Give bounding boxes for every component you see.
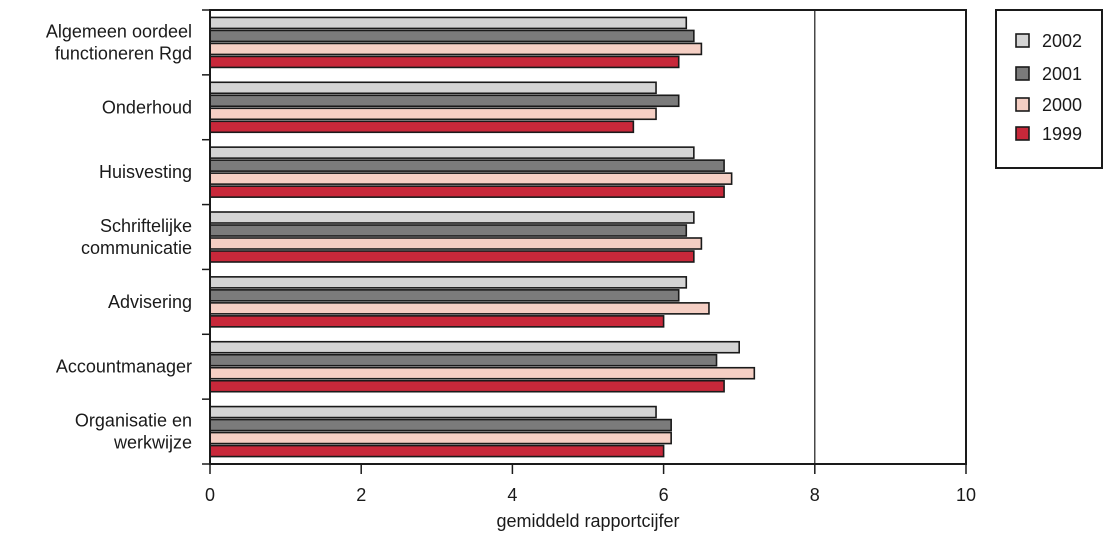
bar-1999-6 [209, 444, 665, 458]
x-tick-label-10: 10 [956, 485, 976, 505]
category-label-line: werkwijze [113, 433, 192, 453]
bar-1999-5 [209, 379, 725, 393]
category-label-line: Organisatie en [75, 411, 192, 431]
legend-swatch-1999 [1015, 126, 1030, 141]
category-label-3: Schriftelijke communicatie [81, 216, 192, 258]
bar-1999-3 [209, 250, 695, 263]
category-label-line: communicatie [81, 238, 192, 258]
bar-2001-6 [209, 418, 672, 432]
category-label-line: Algemeen oordeel [46, 21, 192, 41]
x-tick-label-0: 0 [205, 485, 215, 505]
x-tick-label-8: 8 [810, 485, 820, 505]
x-tick-label-4: 4 [507, 485, 517, 505]
category-label-4: Advisering [108, 292, 192, 312]
bar-2002-4 [209, 276, 688, 289]
bar-2000-4 [209, 302, 710, 315]
category-labels: Algemeen oordeel functioneren Rgd Onderhou… [46, 21, 192, 452]
legend-label-2002: 2002 [1042, 31, 1082, 51]
bar-2000-1 [209, 107, 657, 121]
bar-1999-1 [209, 120, 635, 134]
category-label-1: Onderhoud [102, 97, 192, 117]
bar-2000-3 [209, 237, 703, 250]
x-tick-label-6: 6 [659, 485, 669, 505]
bar-2000-5 [209, 366, 756, 380]
bar-2000-6 [209, 431, 672, 445]
legend-swatch-2000 [1015, 97, 1030, 112]
bar-2001-2 [209, 159, 725, 172]
legend-label-2001: 2001 [1042, 64, 1082, 84]
category-label-2: Huisvesting [99, 162, 192, 182]
category-label-line: functioneren Rgd [55, 43, 192, 63]
category-label-6: Organisatie en werkwijze [75, 411, 192, 453]
legend-swatch-2001 [1015, 66, 1030, 81]
legend-label-1999: 1999 [1042, 124, 1082, 144]
bar-2001-0 [209, 29, 695, 43]
bars [209, 16, 756, 458]
bar-2001-5 [209, 353, 718, 367]
category-label-line: Schriftelijke [100, 216, 192, 236]
bar-2001-4 [209, 289, 680, 302]
category-label-5: Accountmanager [56, 357, 192, 377]
bar-2002-0 [209, 16, 688, 30]
plot-frame [209, 9, 967, 465]
legend-label-2000: 2000 [1042, 95, 1082, 115]
bar-2001-3 [209, 224, 688, 237]
bar-1999-4 [209, 315, 665, 328]
bar-2002-6 [209, 405, 657, 419]
bar-2002-2 [209, 146, 695, 159]
legend-box [995, 9, 1103, 169]
category-label-line: Onderhoud [102, 97, 192, 117]
bar-2002-5 [209, 340, 741, 354]
category-label-line: Huisvesting [99, 162, 192, 182]
bar-2002-3 [209, 211, 695, 224]
bar-1999-0 [209, 55, 680, 69]
category-label-line: Accountmanager [56, 357, 192, 377]
bar-2001-1 [209, 94, 680, 108]
x-tick-label-2: 2 [356, 485, 366, 505]
x-axis-ticks: 0 2 4 6 8 10 [205, 464, 976, 505]
bar-1999-2 [209, 185, 725, 198]
bar-2002-1 [209, 81, 657, 95]
legend-swatch-2002 [1015, 33, 1030, 48]
legend: 2002 2001 2000 1999 [995, 9, 1103, 169]
bar-2000-2 [209, 172, 733, 185]
category-label-line: Advisering [108, 292, 192, 312]
bar-2000-0 [209, 42, 703, 56]
x-axis-title: gemiddeld rapportcijfer [496, 511, 679, 531]
y-axis-ticks [202, 9, 210, 465]
category-label-0: Algemeen oordeel functioneren Rgd [46, 21, 192, 63]
